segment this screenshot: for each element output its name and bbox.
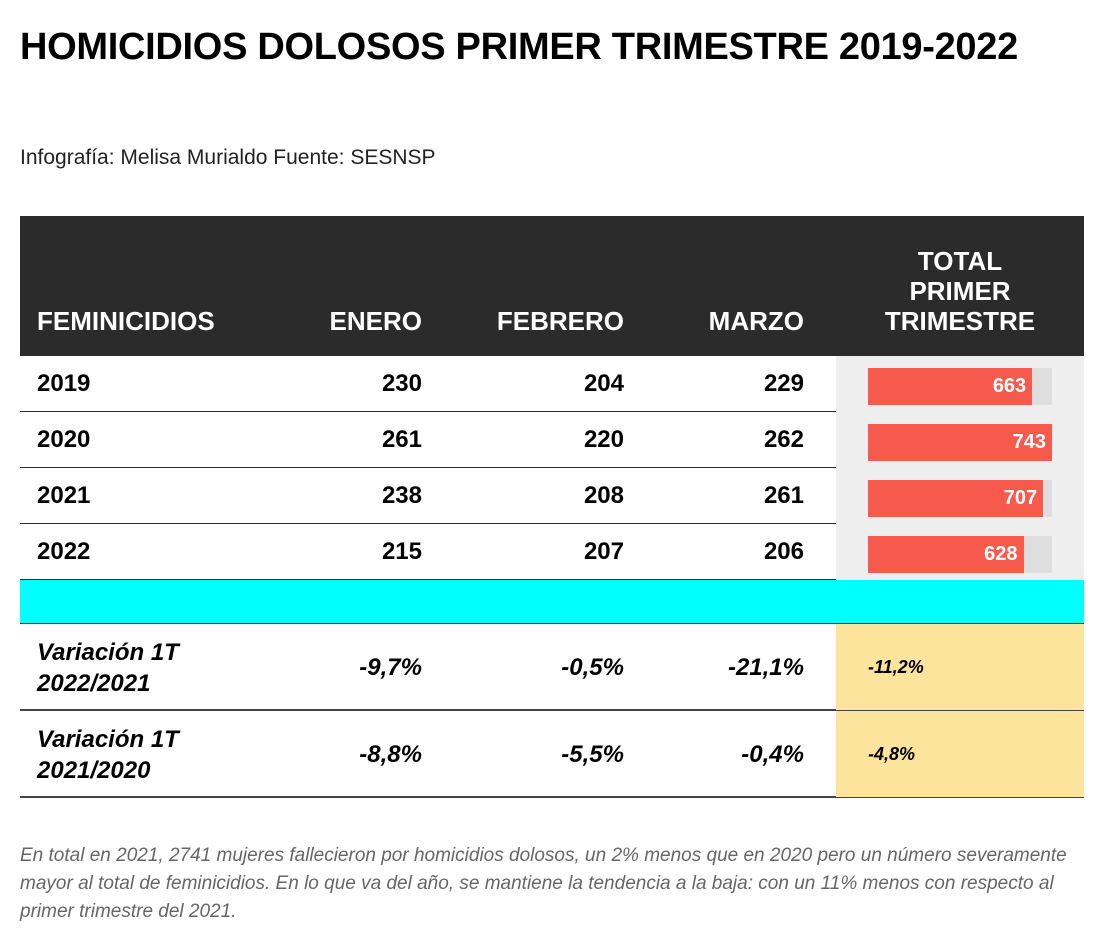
page-title: HOMICIDIOS DOLOSOS PRIMER TRIMESTRE 2019… <box>20 26 1018 68</box>
table-row: 2020 261 220 262 743 <box>20 412 1084 468</box>
cell-marzo: 229 <box>763 370 804 397</box>
variation-label-line1: Variación 1T <box>37 639 179 666</box>
cell-febrero: 207 <box>583 538 624 565</box>
header-febrero: FEBRERO <box>496 306 624 336</box>
variation-marzo: -0,4% <box>741 741 804 768</box>
header-total: TOTAL PRIMER TRIMESTRE <box>872 246 1048 336</box>
variation-label-line1: Variación 1T <box>37 726 179 753</box>
variation-row: Variación 1T 2022/2021 -9,7% -0,5% -21,1% -11… <box>20 624 1084 711</box>
variation-febrero: -0,5% <box>561 654 624 681</box>
header-total-line2: PRIMER <box>909 276 1011 306</box>
variation-febrero: -5,5% <box>561 741 624 768</box>
bar-track: 707 <box>868 480 1052 517</box>
cell-marzo: 261 <box>763 482 804 509</box>
variation-enero: -9,7% <box>359 654 422 681</box>
header-feminicidios: FEMINICIDIOS <box>37 306 215 336</box>
variation-label-line2: 2022/2021 <box>37 670 151 697</box>
cell-marzo: 262 <box>763 426 804 453</box>
row-year: 2019 <box>37 370 91 397</box>
bar-value-label: 707 <box>1003 487 1038 509</box>
variation-total: -4,8% <box>836 711 1084 797</box>
variation-total: -11,2% <box>836 624 1084 710</box>
bar-value-label: 743 <box>1012 431 1046 453</box>
cell-total: 707 <box>836 468 1084 524</box>
table-row: 2022 215 207 206 628 <box>20 524 1084 580</box>
subtitle: Infografía: Melisa Murialdo Fuente: SESN… <box>20 146 436 169</box>
table-header: FEMINICIDIOS ENERO FEBRERO MARZO TOTAL P… <box>20 216 1084 356</box>
row-year: 2021 <box>37 482 91 509</box>
bar-2021: 707 <box>868 480 1044 517</box>
variation-label: Variación 1T 2021/2020 <box>37 724 179 786</box>
cell-enero: 261 <box>381 426 422 453</box>
cell-marzo: 206 <box>763 538 804 565</box>
bar-track: 663 <box>868 368 1052 405</box>
cell-total: 628 <box>836 524 1084 580</box>
table-row: 2021 238 208 261 707 <box>20 468 1084 524</box>
variation-rows: Variación 1T 2022/2021 -9,7% -0,5% -21,1% -11… <box>20 624 1084 798</box>
row-year: 2022 <box>37 538 91 565</box>
bar-track: 743 <box>868 424 1052 461</box>
footnote: En total en 2021, 2741 mujeres fallecier… <box>20 845 1067 922</box>
table-body: 2019 230 204 229 663 2020 261 220 262 743 2021 238 2… <box>20 356 1084 580</box>
bar-2019: 663 <box>868 368 1033 405</box>
header-marzo: MARZO <box>708 306 804 336</box>
bar-2022: 628 <box>868 536 1024 573</box>
cell-febrero: 208 <box>583 482 624 509</box>
cell-enero: 230 <box>381 370 422 397</box>
bar-track: 628 <box>868 536 1052 573</box>
cell-total: 743 <box>836 412 1084 468</box>
table-row: 2019 230 204 229 663 <box>20 356 1084 412</box>
variation-enero: -8,8% <box>359 741 422 768</box>
bar-2020: 743 <box>868 424 1052 461</box>
cell-total: 663 <box>836 356 1084 412</box>
row-year: 2020 <box>37 426 91 453</box>
header-total-line1: TOTAL <box>917 246 1003 276</box>
variation-label-line2: 2021/2020 <box>37 757 151 784</box>
variation-row: Variación 1T 2021/2020 -8,8% -5,5% -0,4% -4,8… <box>20 711 1084 798</box>
header-enero: ENERO <box>329 306 422 336</box>
cell-febrero: 220 <box>583 426 624 453</box>
data-table: FEMINICIDIOS ENERO FEBRERO MARZO TOTAL P… <box>20 216 1084 798</box>
bar-value-label: 628 <box>984 543 1018 565</box>
header-total-line3: TRIMESTRE <box>884 306 1036 336</box>
variation-marzo: -21,1% <box>727 654 804 681</box>
cell-enero: 238 <box>381 482 422 509</box>
variation-label: Variación 1T 2022/2021 <box>37 637 179 699</box>
separator-row <box>20 580 1084 624</box>
bar-value-label: 663 <box>992 375 1027 397</box>
cell-febrero: 204 <box>583 370 624 397</box>
cell-enero: 215 <box>381 538 422 565</box>
